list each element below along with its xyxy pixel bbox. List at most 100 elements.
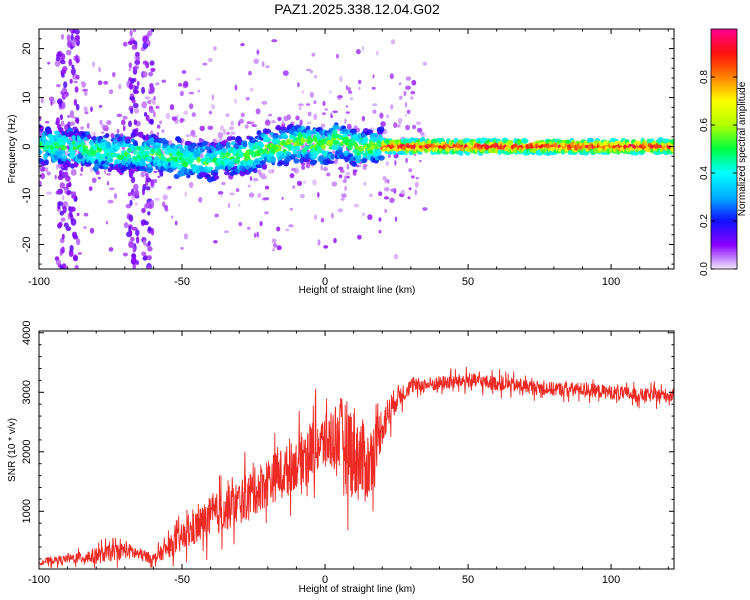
spectrogram-noise-cell xyxy=(130,195,136,200)
spectrogram-noise-cell xyxy=(71,64,75,69)
spectrogram-ridge-cell xyxy=(186,174,191,179)
spectrogram-noise-cell xyxy=(334,161,338,165)
spectrogram-noise-cell xyxy=(133,107,140,114)
spectrogram-noise-cell xyxy=(255,108,261,115)
spectrogram-noise-cell xyxy=(188,181,194,189)
colorbar-tick-label: 0.8 xyxy=(699,70,710,84)
spectrogram-noise-cell xyxy=(271,168,275,174)
spectrogram-noise-cell xyxy=(62,195,65,201)
spectrogram-noise-cell xyxy=(129,96,136,101)
spectrogram-ridge-cell xyxy=(159,170,164,177)
spectrogram-noise-cell xyxy=(238,221,243,227)
spectrogram-ridge-cell xyxy=(275,125,282,131)
spectrogram-noise-cell xyxy=(142,183,147,191)
spectrogram-noise-cell xyxy=(40,97,44,104)
spectrogram-ridge-cell xyxy=(375,149,382,155)
spectrogram-noise-cell xyxy=(71,191,77,198)
spectrogram-ridge-cell xyxy=(327,160,335,164)
snr-x-tick-label: 100 xyxy=(602,574,620,586)
spectrogram-noise-cell xyxy=(97,176,101,180)
spectrogram-noise-cell xyxy=(60,59,66,65)
spectrogram-noise-cell xyxy=(399,95,403,100)
spectrogram-ridge-cell xyxy=(306,129,313,135)
snr-x-tick-label: -100 xyxy=(28,574,50,586)
spectrogram-ridge-cell xyxy=(207,166,214,171)
spectrogram-noise-cell xyxy=(326,172,331,177)
spectrogram-noise-cell xyxy=(252,177,259,182)
spectrogram-noise-cell xyxy=(67,115,71,118)
spectrogram-noise-cell xyxy=(107,199,114,204)
spectrogram-noise-cell xyxy=(134,85,139,90)
spectrogram-noise-cell xyxy=(296,180,303,186)
spectrogram-ridge-cell xyxy=(156,144,161,150)
spectrogram-ridge-cell xyxy=(62,154,68,159)
spectrogram-ridge-cell xyxy=(133,140,138,147)
spectrogram-ridge-cell xyxy=(272,134,279,140)
spectrogram-noise-cell xyxy=(150,67,156,72)
spectrogram-noise-cell xyxy=(129,172,133,179)
spectrogram-noise-cell xyxy=(404,101,408,108)
spectrogram-ridge-cell xyxy=(86,134,92,140)
spectrogram-noise-cell xyxy=(345,105,348,108)
spectrogram-noise-cell xyxy=(132,263,137,269)
spectrogram-noise-cell xyxy=(394,159,397,166)
spectrogram-noise-cell xyxy=(253,58,259,64)
spectrogram-noise-cell xyxy=(303,180,306,184)
spectrogram-noise-cell xyxy=(129,199,133,206)
spectrogram-noise-cell xyxy=(86,122,90,129)
spectrogram-noise-cell xyxy=(246,226,251,230)
spectrogram-ridge-cell xyxy=(112,138,118,145)
spectrogram-noise-cell xyxy=(264,185,270,190)
spectrogram-noise-cell xyxy=(256,49,260,55)
spectrogram-noise-cell xyxy=(288,224,294,228)
spectrogram-noise-cell xyxy=(128,120,132,128)
spectrogram-noise-cell xyxy=(420,131,424,136)
spectrogram-noise-cell xyxy=(136,80,140,87)
spectrogram-noise-cell xyxy=(371,86,376,90)
spectrogram-noise-cell xyxy=(406,109,411,115)
spectrogram-noise-cell xyxy=(97,80,103,86)
spectrogram-noise-cell xyxy=(122,115,128,120)
spectrogram-noise-cell xyxy=(145,186,151,191)
spectrogram-noise-cell xyxy=(219,135,223,141)
spectrogram-noise-cell xyxy=(60,33,65,40)
snr-y-tick-label: 4000 xyxy=(21,321,33,345)
spectrogram-noise-cell xyxy=(361,212,366,217)
spectrogram-noise-cell xyxy=(143,112,148,117)
spectrogram-noise-cell xyxy=(256,231,260,238)
spectrogram-ridge-cell xyxy=(40,161,46,167)
spectrogram-noise-cell xyxy=(210,104,216,110)
spectrogram-noise-cell xyxy=(217,132,224,139)
spectrogram-noise-cell xyxy=(108,89,114,95)
spectrogram-noise-cell xyxy=(240,112,245,118)
spectrogram-noise-cell xyxy=(345,172,351,176)
spectrogram-noise-cell xyxy=(408,168,413,173)
spectrogram-noise-cell xyxy=(344,185,347,192)
spectrogram-ridge-cell xyxy=(70,163,75,169)
colorbar-label: Normalized spectral amplitude xyxy=(737,81,748,216)
spectrogram-noise-cell xyxy=(161,129,165,134)
spectrogram-ridge-cell xyxy=(371,132,379,138)
spectrogram-ridge-cell xyxy=(399,150,405,156)
spectrogram-noise-cell xyxy=(66,191,71,196)
spectrogram-ridge-cell xyxy=(242,142,248,148)
spectrogram-noise-cell xyxy=(356,49,361,55)
spectrogram-noise-cell xyxy=(56,84,61,88)
spectrogram-noise-cell xyxy=(387,153,392,159)
spectrogram-noise-cell xyxy=(169,104,175,111)
spectrogram-noise-cell xyxy=(81,81,86,88)
spectrogram-noise-cell xyxy=(305,162,311,169)
spectrogram-noise-cell xyxy=(122,125,126,132)
spectrogram-ridge-cell xyxy=(639,149,646,154)
spectrogram-noise-cell xyxy=(125,204,132,209)
spectrogram-noise-cell xyxy=(412,124,417,130)
spectrogram-noise-cell xyxy=(47,61,51,65)
spectrogram-noise-cell xyxy=(118,83,122,90)
spectrogram-noise-cell xyxy=(345,85,349,91)
spectrogram-noise-cell xyxy=(221,181,226,186)
spectrogram-noise-cell xyxy=(382,176,387,181)
spectrogram-noise-cell xyxy=(55,190,61,195)
spectrogram-noise-cell xyxy=(383,187,390,192)
spectrogram-noise-cell xyxy=(147,30,153,37)
spectrogram-noise-cell xyxy=(60,120,65,127)
